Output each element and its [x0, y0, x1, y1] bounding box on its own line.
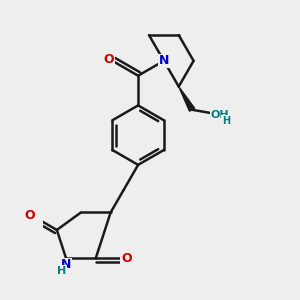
Text: O: O — [24, 209, 35, 222]
Text: O: O — [121, 252, 132, 265]
Text: OH: OH — [211, 110, 229, 120]
Text: H: H — [222, 116, 230, 126]
Text: O: O — [103, 53, 114, 66]
Text: N: N — [159, 54, 169, 67]
Polygon shape — [179, 87, 195, 111]
Text: N: N — [61, 258, 71, 271]
Text: H: H — [57, 266, 66, 276]
